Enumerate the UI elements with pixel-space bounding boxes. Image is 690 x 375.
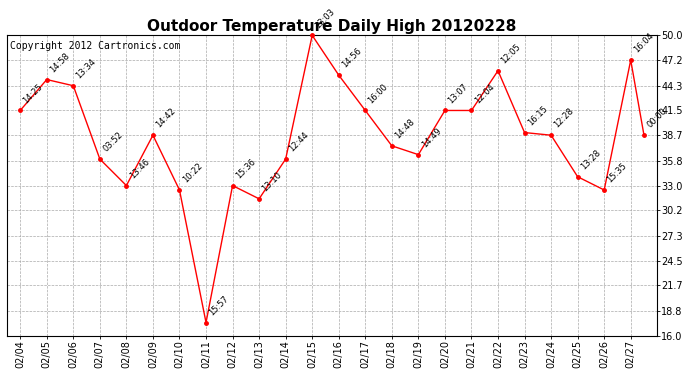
Text: 13:10: 13:10 bbox=[260, 170, 284, 194]
Text: 15:35: 15:35 bbox=[606, 162, 629, 184]
Text: 12:44: 12:44 bbox=[287, 130, 310, 154]
Text: 16:04: 16:04 bbox=[632, 32, 656, 55]
Text: 00:00: 00:00 bbox=[645, 107, 669, 130]
Text: 13:28: 13:28 bbox=[579, 148, 602, 171]
Text: 14:58: 14:58 bbox=[48, 51, 71, 74]
Text: 13:03: 13:03 bbox=[313, 7, 337, 30]
Text: 03:52: 03:52 bbox=[101, 130, 124, 154]
Text: 10:22: 10:22 bbox=[181, 162, 204, 184]
Text: 13:34: 13:34 bbox=[75, 57, 98, 80]
Text: 12:28: 12:28 bbox=[553, 106, 575, 130]
Text: Copyright 2012 Cartronics.com: Copyright 2012 Cartronics.com bbox=[10, 41, 181, 51]
Title: Outdoor Temperature Daily High 20120228: Outdoor Temperature Daily High 20120228 bbox=[148, 19, 517, 34]
Text: 14:56: 14:56 bbox=[340, 46, 364, 70]
Text: 15:57: 15:57 bbox=[208, 294, 230, 317]
Text: 16:00: 16:00 bbox=[366, 82, 390, 105]
Text: 12:05: 12:05 bbox=[500, 42, 522, 65]
Text: 15:36: 15:36 bbox=[234, 157, 257, 180]
Text: 13:46: 13:46 bbox=[128, 157, 151, 180]
Text: 16:15: 16:15 bbox=[526, 104, 549, 127]
Text: 14:25: 14:25 bbox=[21, 82, 45, 105]
Text: 14:49: 14:49 bbox=[420, 126, 443, 149]
Text: 12:04: 12:04 bbox=[473, 82, 496, 105]
Text: 14:48: 14:48 bbox=[393, 117, 416, 141]
Text: 13:07: 13:07 bbox=[446, 82, 470, 105]
Text: 14:42: 14:42 bbox=[155, 107, 177, 130]
